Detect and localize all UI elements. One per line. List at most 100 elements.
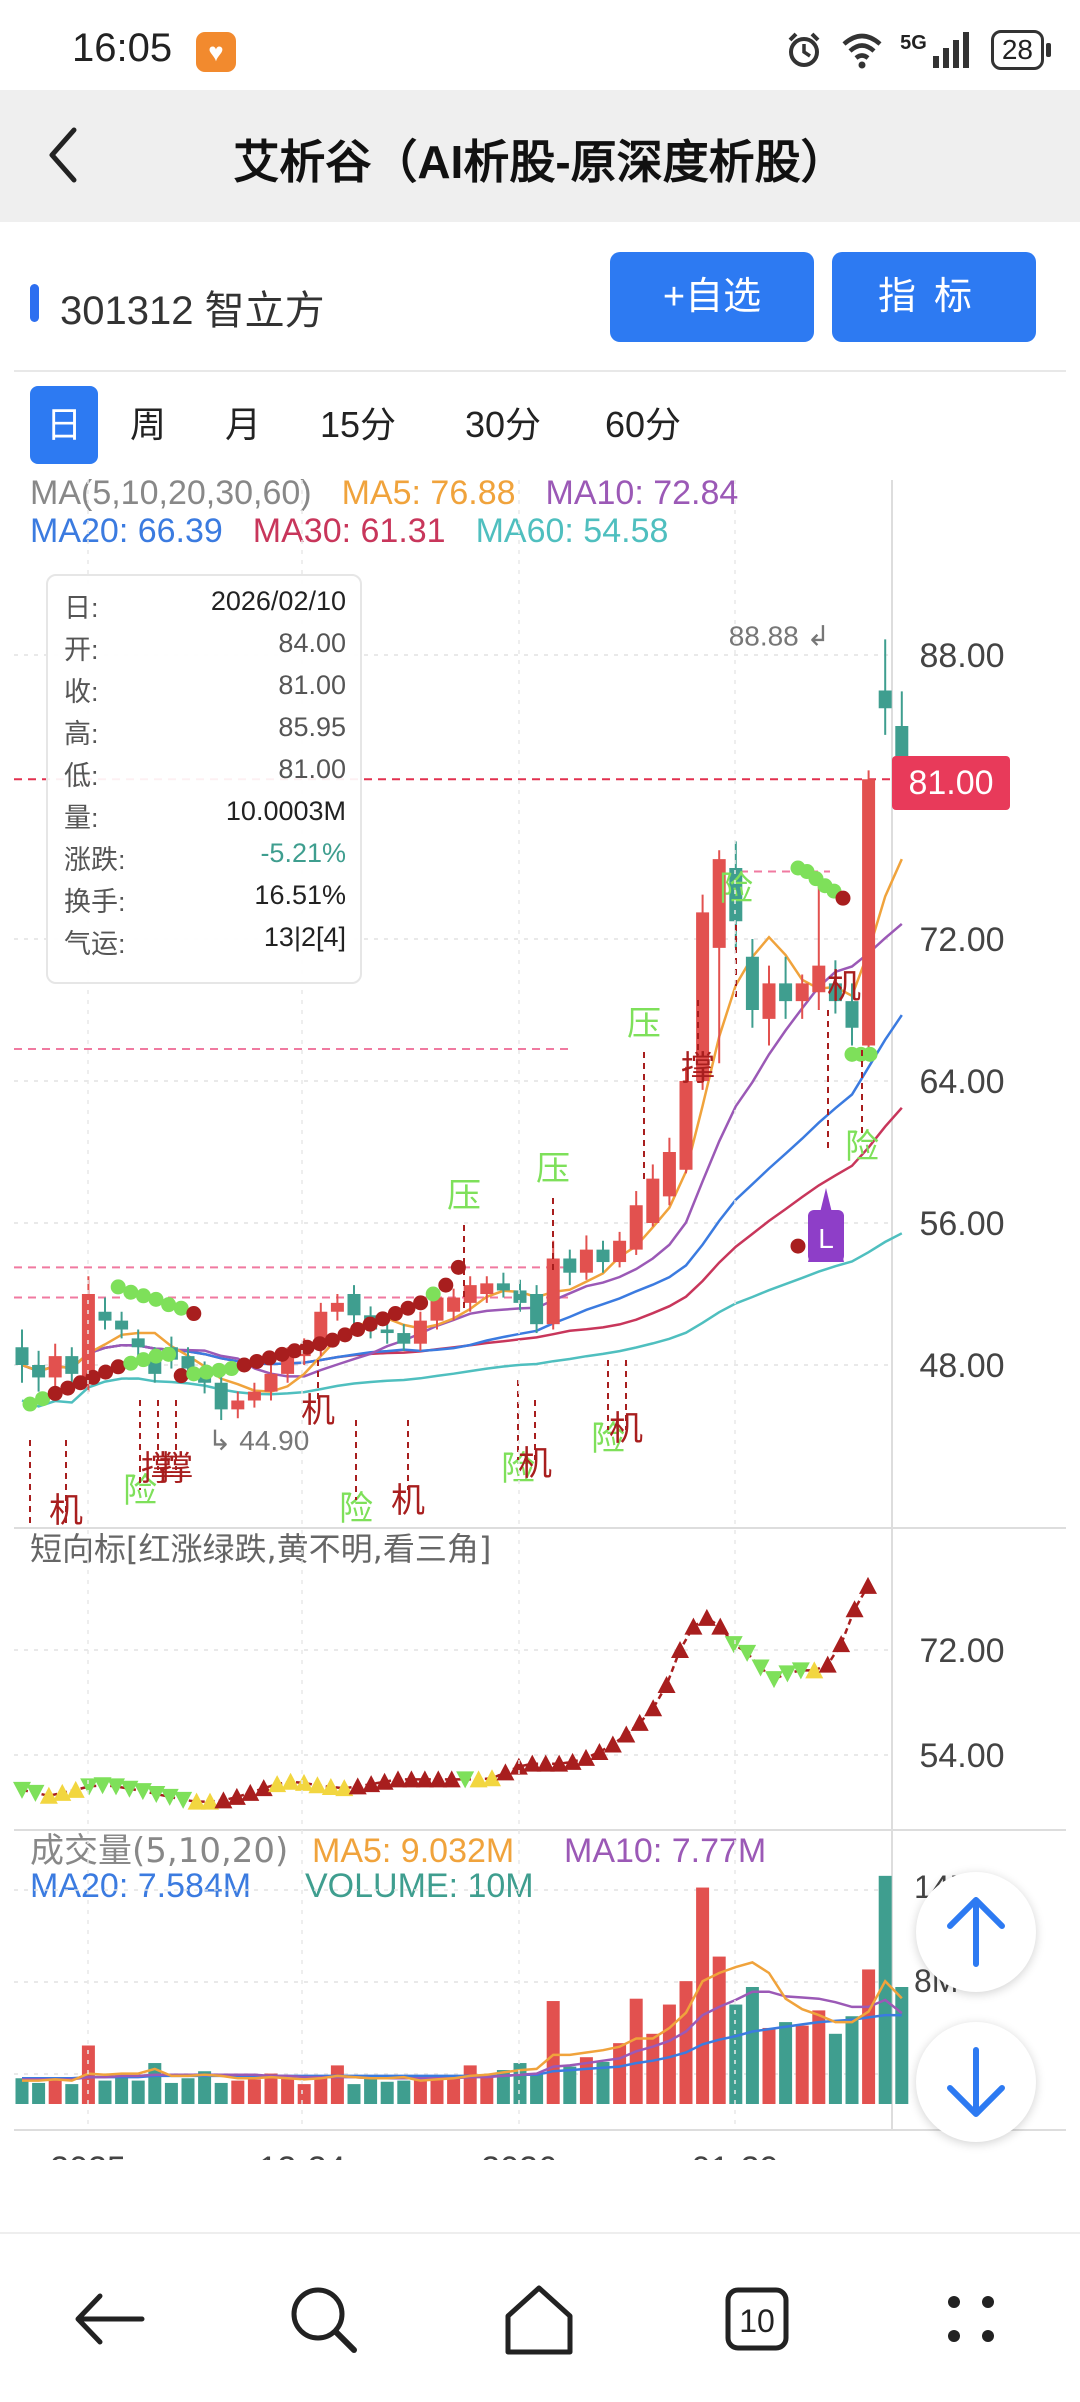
up-triangle	[509, 1757, 528, 1775]
up-triangle	[348, 1777, 367, 1795]
volume-bar	[496, 2070, 510, 2104]
volume-bar	[513, 2063, 527, 2104]
unclear-triangle	[483, 1769, 501, 1787]
candle-body	[131, 1338, 145, 1348]
network-type: 5G	[900, 31, 927, 54]
candle-body	[247, 1391, 261, 1401]
volume-bar	[115, 2074, 129, 2104]
tab-60min[interactable]: 60分	[604, 404, 682, 445]
alarm-icon	[788, 32, 820, 67]
weak-signal-dot	[198, 1364, 214, 1380]
volume-bar	[795, 2025, 809, 2104]
up-triangle	[496, 1763, 515, 1781]
weak-signal-dot	[186, 1366, 202, 1382]
up-triangle	[389, 1770, 407, 1788]
volume-bar	[65, 2084, 79, 2104]
volume-bar	[15, 2078, 29, 2104]
candle-body	[563, 1258, 577, 1273]
short-direction-title: 短向标[红涨绿跌,黄不明,看三角]	[30, 1530, 491, 1568]
unclear-triangle	[281, 1772, 300, 1790]
back-arrow-icon[interactable]	[34, 120, 94, 190]
volume-bar	[745, 1987, 759, 2104]
ma60-legend: MA60: 54.58	[475, 512, 669, 550]
volume-bar	[696, 1887, 710, 2104]
nav-home-icon[interactable]	[494, 2274, 584, 2364]
unclear-triangle	[53, 1783, 72, 1801]
candle-body	[513, 1290, 527, 1303]
volume-bar	[347, 2084, 361, 2104]
short-tick-label: 54.00	[919, 1737, 1004, 1775]
down-triangle	[107, 1778, 125, 1796]
signal-label: 险	[501, 1449, 535, 1489]
up-triangle	[415, 1770, 434, 1788]
ma30-line	[21, 1106, 903, 1373]
volume-bar	[762, 2027, 776, 2104]
candle-body	[662, 1152, 676, 1197]
ma60-line	[21, 1232, 903, 1408]
info-row-open: 开: 84.00	[64, 628, 346, 665]
down-triangle	[174, 1791, 193, 1809]
down-triangle	[456, 1771, 475, 1789]
volume-bar	[779, 2022, 793, 2104]
up-triangle	[845, 1600, 864, 1618]
weak-signal-dot	[123, 1355, 139, 1371]
indicator-button[interactable]: 指标	[832, 252, 1036, 342]
tab-day[interactable]: 日	[30, 386, 98, 464]
up-triangle	[711, 1617, 730, 1635]
ma5-line	[21, 858, 903, 1393]
scroll-up-button[interactable]	[916, 1872, 1036, 1992]
tab-month[interactable]: 月	[224, 404, 261, 445]
down-triangle	[778, 1665, 797, 1683]
up-triangle	[818, 1655, 837, 1673]
price-tick-label: 64.00	[919, 1063, 1004, 1101]
up-triangle	[832, 1635, 851, 1653]
candle-body	[214, 1382, 228, 1410]
volume-bar	[596, 2061, 610, 2104]
candle-body	[828, 983, 842, 1002]
down-triangle	[93, 1777, 112, 1795]
weak-signal-dot	[35, 1391, 51, 1407]
strong-signal-dot	[236, 1357, 252, 1373]
add-watchlist-button[interactable]: +自选	[610, 252, 814, 342]
signal-label: 压	[447, 1176, 481, 1216]
candle-body	[878, 690, 892, 709]
candle-body	[712, 859, 726, 948]
strong-signal-dot	[413, 1295, 429, 1311]
weak-signal-dot	[161, 1297, 177, 1313]
status-bar: 16:05 ♥ 5G 28	[0, 0, 1080, 90]
candle-body	[65, 1356, 79, 1374]
volume-bar	[397, 2080, 411, 2104]
info-row-change: 涨跌: -5.21%	[64, 838, 346, 875]
down-triangle	[738, 1644, 757, 1662]
nav-search-icon[interactable]	[278, 2274, 368, 2364]
up-triangle	[617, 1725, 636, 1743]
down-triangle	[120, 1780, 139, 1798]
time-tick-label: 12-24	[259, 2150, 346, 2160]
up-triangle	[523, 1754, 542, 1772]
battery-indicator: 28	[990, 30, 1052, 70]
up-triangle	[657, 1675, 676, 1693]
signal-label: 撑	[681, 1049, 715, 1089]
volume-bar	[413, 2079, 427, 2104]
down-triangle	[160, 1788, 179, 1806]
stock-marker	[30, 284, 39, 322]
nav-more-icon[interactable]	[926, 2274, 1016, 2364]
strong-signal-dot	[186, 1306, 202, 1322]
candle-body	[15, 1347, 29, 1365]
l-marker-box	[808, 1210, 844, 1262]
nav-back-icon[interactable]	[64, 2274, 154, 2364]
volume-bar	[131, 2080, 145, 2104]
tab-15min[interactable]: 15分	[319, 404, 397, 445]
candle-body	[397, 1333, 411, 1344]
tab-30min[interactable]: 30分	[464, 404, 542, 445]
volume-bar	[546, 2001, 560, 2104]
up-triangle	[429, 1770, 448, 1788]
up-triangle	[603, 1735, 622, 1753]
candle-body	[729, 868, 743, 922]
volume-bar	[862, 1969, 876, 2104]
scroll-down-button[interactable]	[916, 2022, 1036, 2142]
strong-signal-dot	[835, 890, 851, 906]
tab-week[interactable]: 周	[129, 404, 166, 445]
nav-tabs-icon[interactable]: 10	[712, 2274, 802, 2364]
strong-signal-dot	[790, 1238, 806, 1254]
